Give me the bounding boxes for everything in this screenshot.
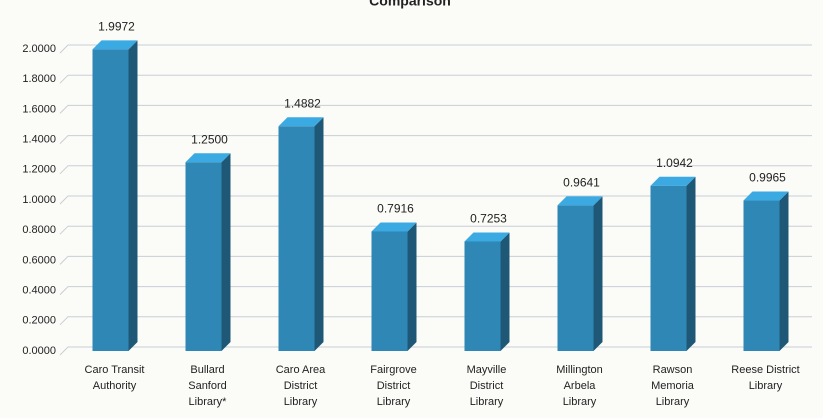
grid-line [59, 316, 812, 326]
grid-line [59, 104, 812, 114]
y-tick-label: 0.2000 [22, 315, 56, 327]
value-label: 1.2500 [191, 132, 228, 146]
grid-line [59, 74, 812, 84]
bar-front [743, 200, 780, 351]
bar-top [743, 191, 789, 201]
bar-front [650, 185, 687, 351]
grid-line [59, 255, 812, 265]
y-tick-label: 1.8000 [22, 73, 56, 85]
bar-side [500, 232, 510, 351]
y-tick-label: 1.6000 [22, 103, 56, 115]
grid-line [59, 44, 812, 54]
bar-front [92, 49, 129, 352]
grid-line [59, 286, 812, 295]
x-tick-label: Millington Arbela Library [556, 364, 602, 408]
x-tick-label: Caro Area District Library [276, 364, 326, 408]
bar [557, 196, 603, 351]
x-tick-label: Caro Transit Authority [85, 364, 145, 392]
x-tick-label: Reese District Library [731, 364, 799, 392]
bar-front [371, 231, 408, 351]
y-tick-label: 0.8000 [22, 224, 56, 236]
x-tick-label: Rawson Memoria Library [651, 364, 695, 408]
bar-side [593, 196, 603, 351]
y-tick-label: 1.2000 [22, 164, 56, 176]
value-label: 1.4882 [284, 96, 321, 110]
bar-front [557, 205, 594, 351]
grid-line [59, 165, 812, 175]
grid-line [59, 135, 812, 144]
x-tick-label: Mayville District Library [467, 364, 507, 408]
y-tick-label: 2.0000 [22, 43, 56, 55]
bar [743, 191, 789, 351]
bar [278, 117, 324, 351]
bar-top [464, 232, 510, 242]
bar-front [464, 241, 501, 351]
y-tick-label: 0.0000 [22, 345, 56, 357]
x-tick-label: Bullard Sanford Library* [188, 364, 227, 408]
value-label: 0.9641 [563, 176, 600, 190]
value-label: 0.9965 [749, 171, 786, 185]
bar-front [278, 126, 315, 351]
grid-line [59, 225, 812, 235]
chart-title: Comparison [369, 0, 451, 9]
bar-side [686, 176, 696, 351]
bar-side [221, 153, 231, 351]
y-tick-label: 1.4000 [22, 134, 56, 146]
bar [92, 40, 138, 352]
value-label: 0.7916 [377, 202, 414, 216]
grid-line [59, 195, 812, 205]
bar [464, 232, 510, 351]
y-tick-label: 0.6000 [22, 254, 56, 266]
bar [185, 153, 231, 351]
bar-side [779, 191, 789, 351]
bar-top [371, 222, 417, 232]
bar [650, 176, 696, 351]
bar-top [650, 176, 696, 186]
y-tick-label: 0.4000 [22, 285, 56, 297]
y-tick-label: 1.0000 [22, 194, 56, 206]
bar-side [128, 40, 138, 352]
grid-line [59, 346, 812, 356]
bar [371, 222, 417, 351]
bar-top [92, 40, 138, 50]
x-tick-label: Fairgrove District Library [370, 364, 416, 408]
value-label: 1.9972 [98, 20, 135, 34]
bar-front [185, 162, 222, 351]
bar-side [407, 222, 417, 351]
value-label: 0.7253 [470, 212, 507, 226]
bar-side [314, 117, 324, 351]
bar-top [278, 117, 324, 127]
bar-top [557, 196, 603, 206]
value-label: 1.0942 [656, 156, 693, 170]
bar-top [185, 153, 231, 163]
